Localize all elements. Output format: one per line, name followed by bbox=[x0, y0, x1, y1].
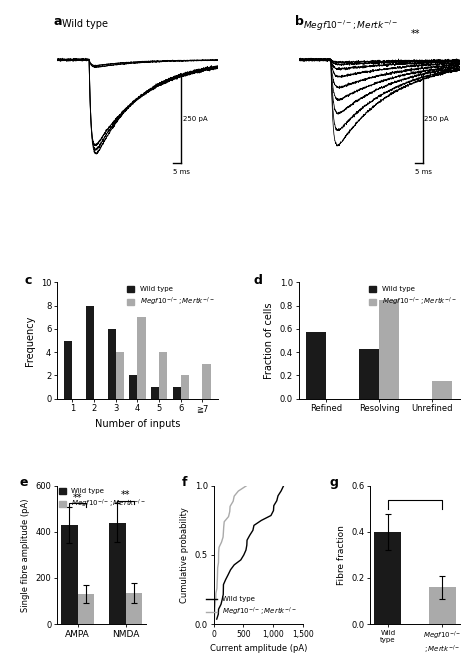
Bar bbox=[129, 375, 137, 399]
Text: c: c bbox=[25, 274, 32, 287]
Bar bbox=[86, 305, 94, 399]
Y-axis label: Fibre fraction: Fibre fraction bbox=[337, 525, 346, 585]
Text: g: g bbox=[330, 476, 339, 489]
Legend: Wild type, $Megf10^{-/-}; Mertk^{-/-}$: Wild type, $Megf10^{-/-}; Mertk^{-/-}$ bbox=[203, 593, 300, 621]
Bar bbox=[64, 340, 73, 399]
Text: Wild type: Wild type bbox=[62, 19, 108, 29]
Bar bbox=[116, 352, 124, 399]
Text: **: ** bbox=[73, 493, 82, 503]
Text: **: ** bbox=[410, 30, 420, 40]
X-axis label: Current amplitude (pA): Current amplitude (pA) bbox=[210, 644, 307, 653]
Text: $Megf10^{-/-};Mertk^{-/-}$: $Megf10^{-/-};Mertk^{-/-}$ bbox=[303, 19, 399, 34]
Text: f: f bbox=[182, 476, 188, 489]
Text: **: ** bbox=[121, 491, 130, 501]
Bar bbox=[78, 594, 94, 624]
Text: 250 pA: 250 pA bbox=[424, 115, 449, 121]
Y-axis label: Cumulative probability: Cumulative probability bbox=[180, 507, 189, 603]
Bar bbox=[137, 317, 146, 399]
Bar bbox=[379, 300, 400, 399]
Text: 5 ms: 5 ms bbox=[173, 170, 190, 176]
Bar bbox=[61, 525, 78, 624]
Bar bbox=[173, 387, 181, 399]
Bar bbox=[202, 364, 211, 399]
Text: 5 ms: 5 ms bbox=[415, 170, 432, 176]
Text: e: e bbox=[19, 476, 28, 489]
Y-axis label: Single fibre amplitude (pA): Single fibre amplitude (pA) bbox=[21, 499, 30, 612]
Legend: Wild type, $Megf10^{-/-};Mertk^{-/-}$: Wild type, $Megf10^{-/-};Mertk^{-/-}$ bbox=[59, 488, 146, 510]
Bar bbox=[108, 329, 116, 399]
Text: d: d bbox=[254, 274, 263, 287]
Bar bbox=[432, 381, 453, 399]
Text: 250 pA: 250 pA bbox=[182, 115, 207, 121]
Legend: Wild type, $Megf10^{-/-};Mertk^{-/-}$: Wild type, $Megf10^{-/-};Mertk^{-/-}$ bbox=[128, 286, 215, 308]
Y-axis label: Frequency: Frequency bbox=[25, 315, 35, 366]
Bar bbox=[181, 375, 189, 399]
Bar bbox=[151, 387, 159, 399]
Bar bbox=[359, 349, 379, 399]
Bar bbox=[126, 593, 142, 624]
Text: a: a bbox=[54, 15, 62, 28]
Bar bbox=[159, 352, 167, 399]
Legend: Wild type, $Megf10^{-/-};Mertk^{-/-}$: Wild type, $Megf10^{-/-};Mertk^{-/-}$ bbox=[369, 286, 456, 308]
Bar bbox=[109, 523, 126, 624]
Text: b: b bbox=[295, 15, 304, 28]
Y-axis label: Fraction of cells: Fraction of cells bbox=[264, 302, 274, 379]
Bar bbox=[374, 532, 401, 624]
Bar bbox=[306, 332, 326, 399]
Bar bbox=[428, 587, 456, 624]
X-axis label: Number of inputs: Number of inputs bbox=[95, 419, 180, 429]
